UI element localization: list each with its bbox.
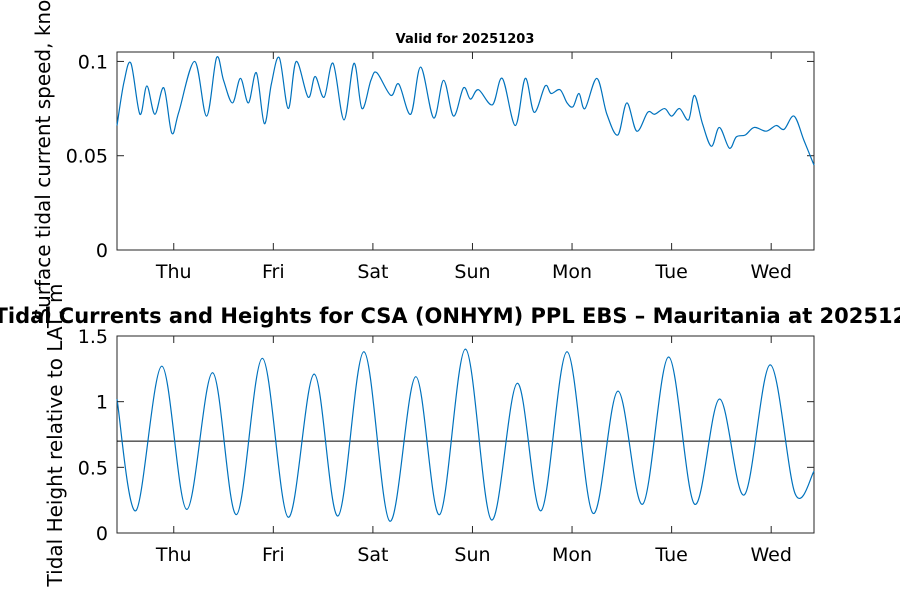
tidal-height-plot-frame [116, 335, 815, 534]
tidal-height-xtick-label-thu: Thu [155, 544, 192, 566]
current-speed-series-line [116, 56, 815, 166]
current-speed-plot-frame [116, 51, 815, 251]
current-speed-xtick-label-sat: Sat [357, 261, 388, 283]
tidal-height-series-line [116, 348, 815, 522]
current-speed-ylabel: Surface tidal current speed, knots [31, 0, 55, 321]
current-speed-ytick-label: 0.1 [78, 51, 108, 73]
tidal-height-ylabel: Tidal Height relative to LAT, m [43, 284, 67, 588]
tidal-height-axes: 0 0.5 1 1.5 Thu Fri Sat Sun Mon Tue Wed Tidal Hei… [0, 284, 900, 588]
tidal-height-ytick-label: 1.5 [78, 326, 108, 348]
tidal-height-ytick-label: 0 [96, 523, 108, 545]
tidal-height-xtick-label-fri: Fri [262, 544, 285, 566]
current-speed-xtick-label-tue: Tue [654, 261, 687, 283]
current-speed-xtick-label-thu: Thu [155, 261, 192, 283]
tidal-height-ytick-label: 1 [96, 392, 108, 414]
figure-main-title: Tidal Currents and Heights for CSA (ONHY… [0, 304, 900, 328]
tidal-height-ytick-label: 0.5 [78, 457, 108, 479]
current-speed-xtick-label-sun: Sun [454, 261, 490, 283]
current-speed-xtick-label-wed: Wed [750, 261, 791, 283]
current-speed-title: Valid for 20251203 [396, 32, 535, 47]
tidal-height-xticks: Thu Fri Sat Sun Mon Tue Wed [155, 336, 792, 566]
current-speed-ytick-label: 0.05 [66, 146, 108, 168]
tidal-height-xtick-label-sun: Sun [454, 544, 490, 566]
current-speed-xticks: Thu Fri Sat Sun Mon Tue Wed [155, 52, 792, 283]
current-speed-xtick-label-mon: Mon [552, 261, 592, 283]
current-speed-ytick-label: 0 [96, 240, 108, 262]
tidal-height-xtick-label-sat: Sat [357, 544, 388, 566]
tidal-height-xtick-label-tue: Tue [654, 544, 687, 566]
current-speed-xtick-label-fri: Fri [262, 261, 285, 283]
current-speed-axes: Valid for 20251203 Surface tidal current… [31, 0, 815, 321]
tidal-height-yticks: 0 0.5 1 1.5 [78, 326, 814, 545]
tidal-height-xtick-label-mon: Mon [552, 544, 592, 566]
tidal-height-xtick-label-wed: Wed [750, 544, 791, 566]
